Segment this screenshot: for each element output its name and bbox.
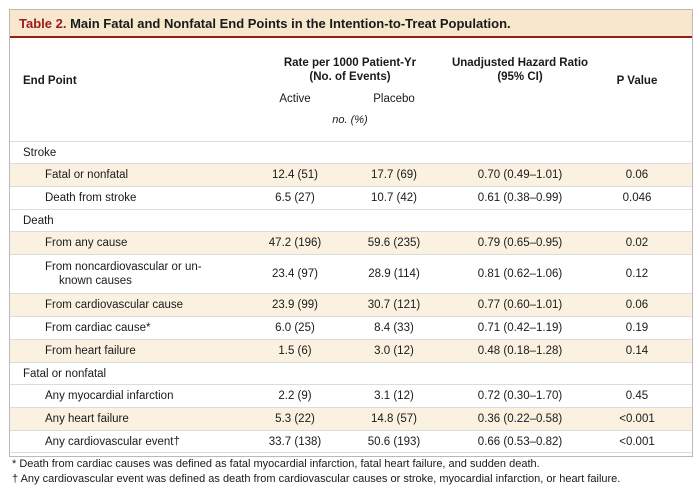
col-header-pvalue: P Value — [616, 75, 658, 87]
placebo-value: 3.1 (12) — [374, 390, 414, 402]
active-value: 33.7 (138) — [268, 435, 322, 448]
table-row: From cardiac cause* 6.0 (25) 8.4 (33) 0.… — [10, 316, 692, 339]
row-label-line2: known causes — [59, 275, 132, 287]
table-row: Any heart failure 5.3 (22) 14.8 (57) 0.3… — [10, 407, 692, 430]
footnote-cardiac: * Death from cardiac causes was defined … — [12, 458, 540, 470]
active-value: 47.2 (196) — [268, 237, 322, 249]
row-label: Stroke — [23, 146, 57, 159]
placebo-value: 30.7 (121) — [367, 299, 421, 311]
row-label-line1: From noncardiovascular or un- — [45, 261, 202, 273]
results-table: Table 2. Main Fatal and Nonfatal End Poi… — [9, 9, 693, 457]
table-row: Death from stroke 6.5 (27) 10.7 (42) 0.6… — [10, 186, 692, 209]
active-value: 12.4 (51) — [271, 169, 319, 181]
row-label: From heart failure — [45, 345, 136, 357]
table-number: Table 2. — [19, 16, 67, 31]
p-value: 0.02 — [625, 237, 649, 249]
section-row-death: Death — [10, 209, 692, 231]
row-label: Any heart failure — [45, 413, 129, 425]
active-value: 23.4 (97) — [271, 268, 319, 280]
active-value: 2.2 (9) — [278, 390, 312, 402]
placebo-value: 59.6 (235) — [367, 237, 421, 249]
p-value: <0.001 — [619, 435, 655, 448]
table-row: From heart failure 1.5 (6) 3.0 (12) 0.48… — [10, 339, 692, 362]
placebo-value: 50.6 (193) — [367, 435, 421, 448]
active-value: 5.3 (22) — [275, 413, 315, 425]
placebo-value: 14.8 (57) — [370, 413, 418, 425]
p-value: <0.001 — [619, 413, 655, 425]
row-label: Death — [23, 214, 54, 227]
footnote-cardiovascular: † Any cardiovascular event was defined a… — [12, 473, 621, 485]
table-row: From noncardiovascular or un- known caus… — [10, 254, 692, 293]
hazard-ratio-value: 0.79 (0.65–0.95) — [477, 237, 563, 249]
table-row: From cardiovascular cause 23.9 (99) 30.7… — [10, 293, 692, 316]
placebo-value: 3.0 (12) — [374, 345, 414, 357]
table-title: Table 2. Main Fatal and Nonfatal End Poi… — [10, 10, 692, 38]
row-label: From noncardiovascular or un- known caus… — [45, 255, 245, 293]
table-caption: Main Fatal and Nonfatal End Points in th… — [70, 16, 511, 31]
col-subheader-placebo: Placebo — [373, 93, 415, 105]
table-row: Fatal or nonfatal 12.4 (51) 17.7 (69) 0.… — [10, 163, 692, 186]
hazard-ratio-value: 0.70 (0.49–1.01) — [477, 169, 563, 181]
col-subheader-active: Active — [279, 93, 311, 105]
hazard-ratio-value: 0.71 (0.42–1.19) — [477, 322, 563, 334]
hazard-ratio-value: 0.36 (0.22–0.58) — [477, 413, 563, 425]
p-value: 0.06 — [625, 299, 649, 311]
hazard-ratio-value: 0.48 (0.18–1.28) — [477, 345, 563, 357]
col-header-endpoint: End Point — [23, 75, 77, 87]
col-header-rate-line2: (No. of Events) — [309, 71, 391, 83]
col-header-hazard-ratio: Unadjusted Hazard Ratio (95% CI) — [435, 56, 605, 84]
active-value: 1.5 (6) — [278, 345, 312, 357]
p-value: 0.06 — [625, 169, 649, 181]
row-label: Any myocardial infarction — [45, 390, 174, 402]
hazard-ratio-value: 0.61 (0.38–0.99) — [477, 192, 563, 204]
section-row-stroke: Stroke — [10, 141, 692, 163]
col-header-hr-line1: Unadjusted Hazard Ratio — [451, 57, 589, 69]
p-value: 0.19 — [625, 322, 649, 334]
row-label: Death from stroke — [45, 192, 137, 204]
col-header-hr-line2: (95% CI) — [497, 71, 543, 83]
active-value: 6.5 (27) — [275, 192, 315, 204]
table-footnotes: * Death from cardiac causes was defined … — [12, 457, 694, 487]
hazard-ratio-value: 0.72 (0.30–1.70) — [477, 390, 563, 402]
placebo-value: 8.4 (33) — [374, 322, 414, 334]
section-row-fatal-nonfatal: Fatal or nonfatal — [10, 362, 692, 384]
p-value: 0.14 — [625, 345, 649, 357]
row-label: From cardiovascular cause — [45, 299, 184, 311]
active-value: 23.9 (99) — [271, 299, 319, 311]
placebo-value: 17.7 (69) — [370, 169, 418, 181]
table-row: Any cardiovascular event† 33.7 (138) 50.… — [10, 430, 692, 453]
hazard-ratio-value: 0.77 (0.60–1.01) — [477, 299, 563, 311]
placebo-value: 10.7 (42) — [370, 192, 418, 204]
active-value: 6.0 (25) — [275, 322, 315, 334]
table-row: Any myocardial infarction 2.2 (9) 3.1 (1… — [10, 384, 692, 407]
col-header-rate-line1: Rate per 1000 Patient-Yr — [283, 57, 417, 69]
p-value: 0.12 — [625, 268, 649, 280]
p-value: 0.046 — [622, 192, 652, 204]
table-row: From any cause 47.2 (196) 59.6 (235) 0.7… — [10, 231, 692, 254]
row-label: From cardiac cause* — [45, 322, 151, 334]
hazard-ratio-value: 0.66 (0.53–0.82) — [477, 435, 563, 448]
p-value: 0.45 — [625, 390, 649, 402]
units-label: no. (%) — [332, 114, 368, 126]
row-label: Fatal or nonfatal — [45, 169, 129, 181]
hazard-ratio-value: 0.81 (0.62–1.06) — [477, 268, 563, 280]
col-header-rate: Rate per 1000 Patient-Yr (No. of Events) — [255, 56, 445, 84]
row-label: Fatal or nonfatal — [23, 367, 107, 380]
placebo-value: 28.9 (114) — [368, 268, 420, 280]
row-label: Any cardiovascular event† — [45, 435, 180, 448]
row-label: From any cause — [45, 237, 128, 249]
